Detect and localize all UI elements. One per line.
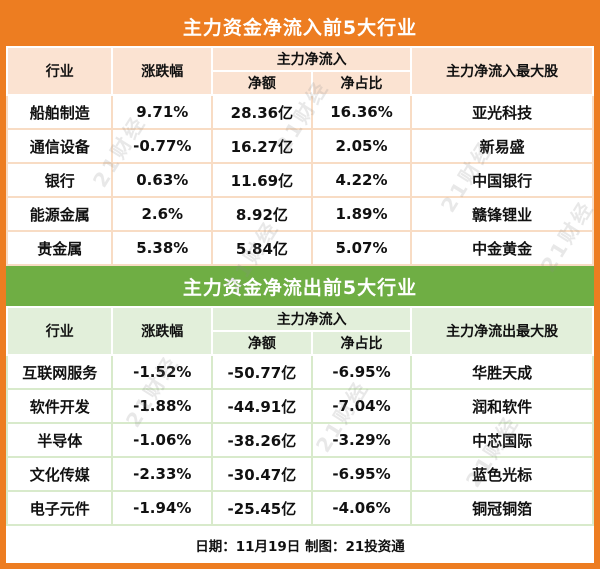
header-cell-ratio: 净占比 bbox=[310, 70, 413, 96]
header-cell-group: 主力净流入 bbox=[211, 46, 413, 72]
outflow-table-body: 互联网服务 -1.52% -50.77亿 -6.95% 华胜天成 软件开发 -1… bbox=[6, 354, 594, 526]
cell-ratio: -6.95% bbox=[310, 354, 413, 390]
outflow-title-bar: 主力资金净流出前5大行业 bbox=[6, 266, 594, 306]
cell-stock: 亚光科技 bbox=[410, 94, 594, 130]
cell-industry: 电子元件 bbox=[6, 490, 114, 526]
inflow-table: 行业 涨跌幅 主力净流入 主力净流入最大股 净额 净占比 船舶制造 9.71% … bbox=[6, 46, 594, 266]
table-row: 文化传媒 -2.33% -30.47亿 -6.95% 蓝色光标 bbox=[6, 456, 594, 492]
cell-change: -0.77% bbox=[111, 128, 214, 164]
header-row: 行业 涨跌幅 主力净流入 主力净流出最大股 bbox=[6, 306, 594, 356]
table-row: 半导体 -1.06% -38.26亿 -3.29% 中芯国际 bbox=[6, 422, 594, 458]
header-cell-change: 涨跌幅 bbox=[111, 306, 214, 356]
cell-ratio: 1.89% bbox=[310, 196, 413, 232]
cell-stock: 中芯国际 bbox=[410, 422, 594, 458]
cell-ratio: -6.95% bbox=[310, 456, 413, 492]
footer-caption: 日期：11月19日 制图：21投资通 bbox=[195, 538, 405, 555]
header-cell-industry: 行业 bbox=[6, 46, 114, 96]
cell-change: 5.38% bbox=[111, 230, 214, 266]
cell-change: -1.88% bbox=[111, 388, 214, 424]
cell-ratio: 4.22% bbox=[310, 162, 413, 198]
inflow-title-bar: 主力资金净流入前5大行业 bbox=[6, 6, 594, 46]
cell-net: -44.91亿 bbox=[211, 388, 313, 424]
cell-net: 28.36亿 bbox=[211, 94, 313, 130]
cell-net: -25.45亿 bbox=[211, 490, 313, 526]
cell-ratio: -3.29% bbox=[310, 422, 413, 458]
table-row: 贵金属 5.38% 5.84亿 5.07% 中金黄金 bbox=[6, 230, 594, 266]
outflow-table-head: 行业 涨跌幅 主力净流入 主力净流出最大股 净额 净占比 bbox=[6, 306, 594, 356]
header-row: 行业 涨跌幅 主力净流入 主力净流入最大股 bbox=[6, 46, 594, 96]
table-row: 互联网服务 -1.52% -50.77亿 -6.95% 华胜天成 bbox=[6, 354, 594, 390]
cell-change: 2.6% bbox=[111, 196, 214, 232]
cell-industry: 能源金属 bbox=[6, 196, 114, 232]
table-row: 船舶制造 9.71% 28.36亿 16.36% 亚光科技 bbox=[6, 94, 594, 130]
table-row: 软件开发 -1.88% -44.91亿 -7.04% 润和软件 bbox=[6, 388, 594, 424]
header-cell-industry: 行业 bbox=[6, 306, 114, 356]
table-row: 电子元件 -1.94% -25.45亿 -4.06% 铜冠铜箔 bbox=[6, 490, 594, 526]
cell-stock: 新易盛 bbox=[410, 128, 594, 164]
header-cell-net: 净额 bbox=[211, 70, 313, 96]
cell-stock: 中金黄金 bbox=[410, 230, 594, 266]
cell-ratio: 16.36% bbox=[310, 94, 413, 130]
cell-stock: 中国银行 bbox=[410, 162, 594, 198]
header-cell-top-stock: 主力净流出最大股 bbox=[410, 306, 594, 356]
cell-stock: 华胜天成 bbox=[410, 354, 594, 390]
cell-stock: 润和软件 bbox=[410, 388, 594, 424]
cell-stock: 蓝色光标 bbox=[410, 456, 594, 492]
cell-ratio: 5.07% bbox=[310, 230, 413, 266]
header-cell-top-stock: 主力净流入最大股 bbox=[410, 46, 594, 96]
outflow-table: 行业 涨跌幅 主力净流入 主力净流出最大股 净额 净占比 互联网服务 -1.52… bbox=[6, 306, 594, 526]
cell-change: -1.52% bbox=[111, 354, 214, 390]
cell-ratio: 2.05% bbox=[310, 128, 413, 164]
table-row: 银行 0.63% 11.69亿 4.22% 中国银行 bbox=[6, 162, 594, 198]
cell-industry: 互联网服务 bbox=[6, 354, 114, 390]
header-subrow: 净额 净占比 bbox=[7, 70, 593, 96]
header-subrow: 净额 净占比 bbox=[7, 330, 593, 356]
cell-industry: 通信设备 bbox=[6, 128, 114, 164]
header-cell-ratio: 净占比 bbox=[310, 330, 413, 356]
cell-net: 11.69亿 bbox=[211, 162, 313, 198]
cell-industry: 软件开发 bbox=[6, 388, 114, 424]
cell-stock: 铜冠铜箔 bbox=[410, 490, 594, 526]
cell-change: -1.94% bbox=[111, 490, 214, 526]
inflow-table-body: 船舶制造 9.71% 28.36亿 16.36% 亚光科技 通信设备 -0.77… bbox=[6, 94, 594, 266]
cell-ratio: -4.06% bbox=[310, 490, 413, 526]
inflow-table-head: 行业 涨跌幅 主力净流入 主力净流入最大股 净额 净占比 bbox=[6, 46, 594, 96]
cell-net: 8.92亿 bbox=[211, 196, 313, 232]
cell-change: 0.63% bbox=[111, 162, 214, 198]
table-row: 能源金属 2.6% 8.92亿 1.89% 赣锋锂业 bbox=[6, 196, 594, 232]
header-cell-group: 主力净流入 bbox=[211, 306, 413, 332]
cell-industry: 半导体 bbox=[6, 422, 114, 458]
cell-industry: 银行 bbox=[6, 162, 114, 198]
cell-net: -30.47亿 bbox=[211, 456, 313, 492]
cell-net: 16.27亿 bbox=[211, 128, 313, 164]
table-row: 通信设备 -0.77% 16.27亿 2.05% 新易盛 bbox=[6, 128, 594, 164]
cell-change: -1.06% bbox=[111, 422, 214, 458]
cell-industry: 船舶制造 bbox=[6, 94, 114, 130]
header-cell-change: 涨跌幅 bbox=[111, 46, 214, 96]
cell-change: -2.33% bbox=[111, 456, 214, 492]
cell-stock: 赣锋锂业 bbox=[410, 196, 594, 232]
cell-change: 9.71% bbox=[111, 94, 214, 130]
header-cell-net: 净额 bbox=[211, 330, 313, 356]
cell-net: -38.26亿 bbox=[211, 422, 313, 458]
cell-net: 5.84亿 bbox=[211, 230, 313, 266]
cell-industry: 文化传媒 bbox=[6, 456, 114, 492]
cell-ratio: -7.04% bbox=[310, 388, 413, 424]
cell-industry: 贵金属 bbox=[6, 230, 114, 266]
cell-net: -50.77亿 bbox=[211, 354, 313, 390]
